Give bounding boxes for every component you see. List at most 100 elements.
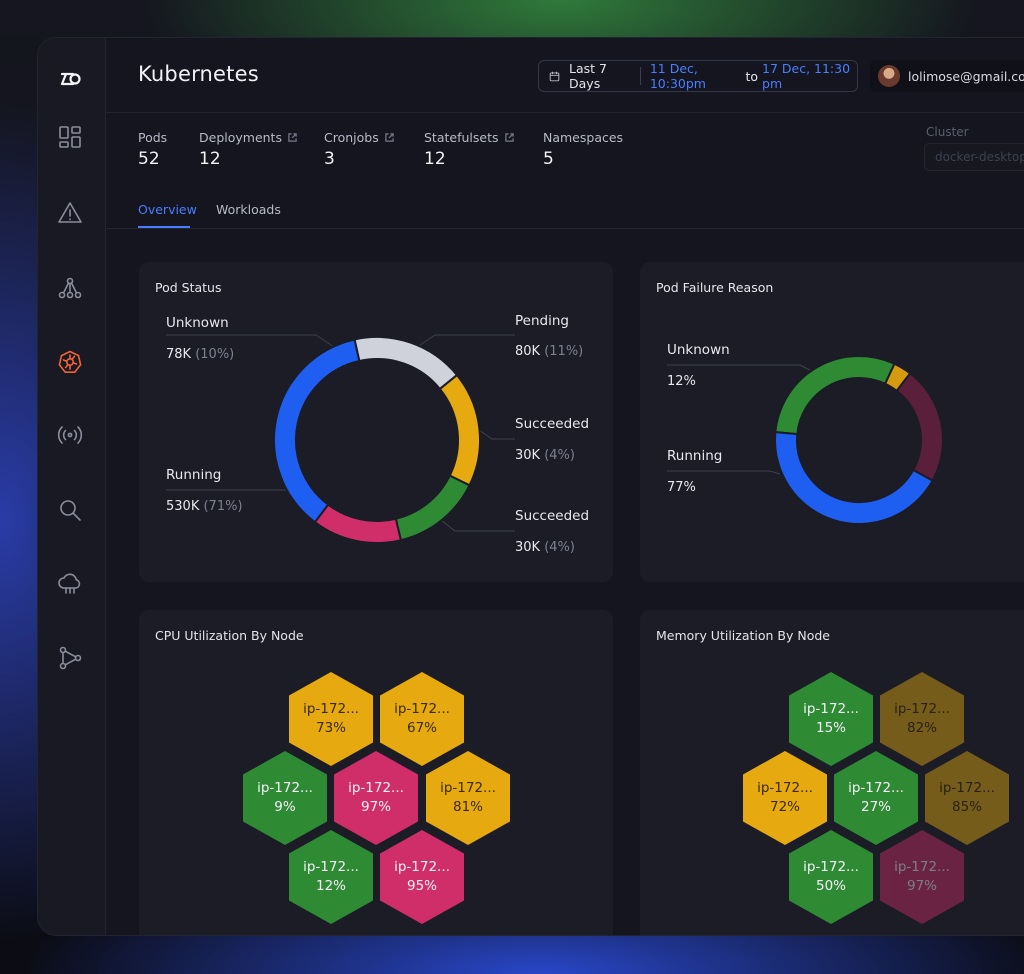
main-content: Kubernetes Last 7 Days 11 Dec, 10:30pm t… — [106, 38, 1024, 935]
user-email: lolimose@gmail.com — [908, 68, 1024, 84]
node-utilization: 27% — [860, 799, 891, 815]
node-hexagon[interactable]: ip-172... 15% — [789, 672, 873, 766]
node-hexagon[interactable]: ip-172... 50% — [789, 830, 873, 924]
legend-label: Pending — [515, 313, 569, 329]
external-link-icon[interactable] — [504, 133, 514, 142]
legend-label: Succeeded — [515, 508, 590, 524]
date-range-picker[interactable]: Last 7 Days 11 Dec, 10:30pm to 17 Dec, 1… — [538, 60, 858, 92]
node-utilization: 12% — [315, 878, 346, 894]
date-from: 11 Dec, 10:30pm — [649, 61, 706, 91]
node-utilization: 73% — [315, 720, 346, 736]
node-name: ip-172... — [894, 859, 950, 875]
stat-statefulsets[interactable]: Statefulsets 12 — [424, 130, 514, 169]
date-to-word: to — [745, 68, 759, 84]
node-name: ip-172... — [848, 780, 904, 796]
pod-status-donut — [166, 334, 515, 544]
donut-slice-unknown[interactable] — [353, 336, 459, 391]
cluster-label: Cluster — [926, 125, 969, 139]
node-name: ip-172... — [803, 859, 859, 875]
stat-label: Cronjobs — [324, 130, 379, 145]
card-title: CPU Utilization By Node — [155, 628, 304, 643]
pod-status-card: Pod Status Unknown 78K (10%) Pending 80K… — [139, 262, 613, 582]
node-hexagon[interactable]: ip-172... 12% — [289, 830, 373, 924]
donut-slice-running[interactable] — [774, 431, 934, 525]
cpu-card: CPU Utilization By Node ip-172... 73% ip-1… — [139, 610, 613, 935]
legend-value: 78K (10%) — [166, 347, 235, 362]
card-title: Pod Failure Reason — [656, 280, 774, 295]
dashboard-icon[interactable] — [55, 122, 85, 152]
node-hexagon[interactable]: ip-172... 73% — [289, 672, 373, 766]
donut-slice-succeeded[interactable] — [313, 503, 403, 544]
page-title: Kubernetes — [138, 62, 259, 86]
leader-line — [166, 334, 335, 348]
memory-card: Memory Utilization By Node ip-172... 15% i… — [640, 610, 1024, 935]
external-link-icon[interactable] — [288, 133, 297, 142]
legend-value: 530K (71%) — [166, 499, 243, 514]
node-utilization: 85% — [951, 799, 982, 815]
graph-icon[interactable] — [55, 643, 85, 673]
stat-label: Pods — [138, 130, 168, 145]
date-preset: Last 7 Days — [569, 61, 607, 91]
card-title: Pod Status — [155, 280, 222, 295]
user-menu[interactable]: lolimose@gmail.com — [870, 60, 1024, 92]
donut-slice-pending[interactable] — [438, 373, 481, 487]
signal-icon[interactable] — [55, 420, 85, 450]
card-title: Memory Utilization By Node — [656, 628, 830, 643]
leader-line — [667, 364, 811, 371]
node-hexagon[interactable]: ip-172... 67% — [380, 672, 464, 766]
leader-line — [416, 334, 515, 348]
logo-icon[interactable] — [55, 64, 85, 94]
stat-value: 3 — [324, 149, 335, 169]
leader-line — [478, 429, 515, 440]
pod-failure-card: Pod Failure Reason Unknown 12% Running 7… — [640, 262, 1024, 582]
node-hexagon[interactable]: ip-172... 9% — [243, 751, 327, 845]
node-hexagon[interactable]: ip-172... 81% — [426, 751, 510, 845]
tab-overview[interactable]: Overview — [138, 202, 197, 217]
tab-workloads[interactable]: Workloads — [216, 202, 281, 217]
donut-slice-running[interactable] — [273, 338, 361, 524]
header-divider — [106, 112, 1024, 113]
pod-failure-donut — [667, 355, 944, 525]
donut-slice-unknown[interactable] — [774, 355, 896, 436]
stat-value: 52 — [138, 149, 160, 169]
stat-label: Namespaces — [543, 130, 624, 145]
date-separator — [639, 67, 641, 85]
node-utilization: 67% — [406, 720, 437, 736]
node-name: ip-172... — [440, 780, 496, 796]
cloud-icon[interactable] — [55, 569, 85, 599]
search-icon[interactable] — [55, 495, 85, 525]
cluster-select[interactable]: docker-desktop — [924, 143, 1024, 171]
legend-value: 80K (11%) — [515, 344, 584, 359]
donut-slice-other[interactable] — [895, 371, 944, 482]
legend-value: 77% — [667, 480, 696, 495]
topology-icon[interactable] — [55, 273, 85, 303]
date-to: 17 Dec, 11:30 pm — [762, 61, 851, 91]
node-hexagon[interactable]: ip-172... 97% — [334, 751, 418, 845]
legend-value: 30K (4%) — [515, 540, 575, 555]
stat-value: 12 — [199, 149, 221, 169]
node-name: ip-172... — [394, 859, 450, 875]
node-name: ip-172... — [257, 780, 313, 796]
node-utilization: 15% — [815, 720, 846, 736]
node-hexagon[interactable]: ip-172... 97% — [880, 830, 964, 924]
node-hexagon[interactable]: ip-172... 82% — [880, 672, 964, 766]
node-utilization: 9% — [274, 799, 296, 815]
node-hexagon[interactable]: ip-172... 72% — [743, 751, 827, 845]
legend-label: Running — [667, 448, 723, 464]
external-link-icon[interactable] — [385, 133, 394, 142]
node-hexagon[interactable]: ip-172... 27% — [834, 751, 918, 845]
stat-namespaces: Namespaces 5 — [543, 130, 623, 169]
node-name: ip-172... — [303, 859, 359, 875]
legend-label: Unknown — [667, 342, 730, 358]
node-hexagon[interactable]: ip-172... 85% — [925, 751, 1009, 845]
node-name: ip-172... — [303, 701, 359, 717]
stat-pods: Pods 52 — [138, 130, 167, 169]
legend-value: 30K (4%) — [515, 448, 575, 463]
alert-icon[interactable] — [55, 198, 85, 228]
kubernetes-icon[interactable] — [55, 347, 85, 377]
node-hexagon[interactable]: ip-172... 95% — [380, 830, 464, 924]
stat-cronjobs[interactable]: Cronjobs 3 — [324, 130, 394, 169]
stat-deployments[interactable]: Deployments 12 — [199, 130, 297, 169]
stat-label: Deployments — [199, 130, 282, 145]
legend-label: Unknown — [166, 315, 229, 331]
